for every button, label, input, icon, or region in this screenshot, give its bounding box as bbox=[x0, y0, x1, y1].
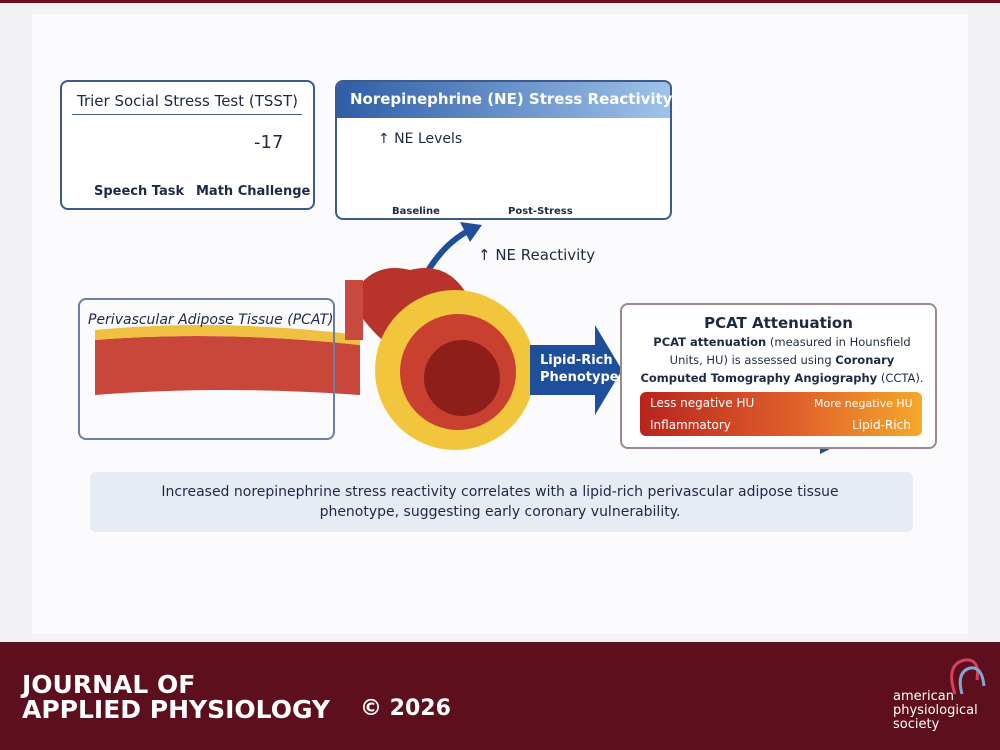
phenotype-line: Lipid-Rich bbox=[540, 353, 613, 368]
math-number: -17 bbox=[254, 132, 284, 153]
journal-line: APPLIED PHYSIOLOGY bbox=[22, 695, 331, 724]
fat-layer bbox=[95, 325, 360, 345]
text: (measured in Hounsfield Units, HU) is as… bbox=[669, 335, 911, 367]
journal-line: JOURNAL OF bbox=[22, 670, 196, 699]
top-rule bbox=[0, 0, 1000, 3]
scale-bottom-right: Lipid-Rich bbox=[852, 418, 911, 432]
ne-title: Norepinephrine (NE) Stress Reactivity bbox=[350, 90, 673, 108]
summary-box bbox=[90, 472, 913, 532]
pcat-tissue-box bbox=[78, 298, 335, 440]
ne-box bbox=[335, 80, 672, 220]
society-name: american physiological society bbox=[893, 690, 978, 732]
ne-header bbox=[337, 82, 670, 118]
society-line: american bbox=[893, 689, 954, 704]
society-logo bbox=[950, 658, 986, 695]
bold-text: PCAT attenuation bbox=[653, 335, 767, 349]
math-label: Math Challenge bbox=[196, 184, 311, 199]
ne-axis-label: ↑ NE Levels bbox=[378, 131, 463, 147]
ne-end: Post-Stress bbox=[508, 206, 573, 217]
attenuation-title: PCAT Attenuation bbox=[704, 314, 853, 332]
arrow-head bbox=[460, 222, 482, 242]
vessel bbox=[95, 336, 360, 395]
copyright: © 2026 bbox=[360, 696, 451, 721]
phenotype-line: Phenotype bbox=[540, 370, 619, 385]
text: (CCTA). bbox=[877, 371, 924, 385]
society-line: physiological bbox=[893, 703, 978, 718]
scale-top-left: Less negative HU bbox=[650, 396, 755, 410]
hu-scale bbox=[640, 392, 922, 436]
scale-top-right: More negative HU bbox=[814, 397, 913, 410]
footer bbox=[0, 642, 1000, 750]
divider bbox=[72, 114, 302, 115]
tsst-box bbox=[60, 80, 315, 210]
tsst-title: Trier Social Stress Test (TSST) bbox=[77, 92, 298, 110]
journal-name: JOURNAL OF APPLIED PHYSIOLOGY bbox=[22, 672, 330, 722]
phenotype-label: Lipid-Rich Phenotype bbox=[540, 352, 619, 386]
speech-label: Speech Task bbox=[94, 184, 185, 199]
pcat-tissue-title: Perivascular Adipose Tissue (PCAT) bbox=[88, 312, 334, 328]
bold-text: Coronary Computed Tomography Angiography bbox=[640, 353, 895, 385]
aorta bbox=[345, 280, 363, 340]
society-line: society bbox=[893, 717, 940, 732]
ne-start: Baseline bbox=[392, 206, 440, 217]
arrow-label: ↑ NE Reactivity bbox=[478, 246, 596, 264]
summary: Increased norepinephrine stress reactivi… bbox=[161, 484, 839, 520]
scale-bottom-left: Inflammatory bbox=[650, 418, 731, 432]
attenuation-text: PCAT attenuation (measured in Hounsfield… bbox=[636, 333, 928, 387]
phenotype-arrow bbox=[530, 325, 622, 415]
